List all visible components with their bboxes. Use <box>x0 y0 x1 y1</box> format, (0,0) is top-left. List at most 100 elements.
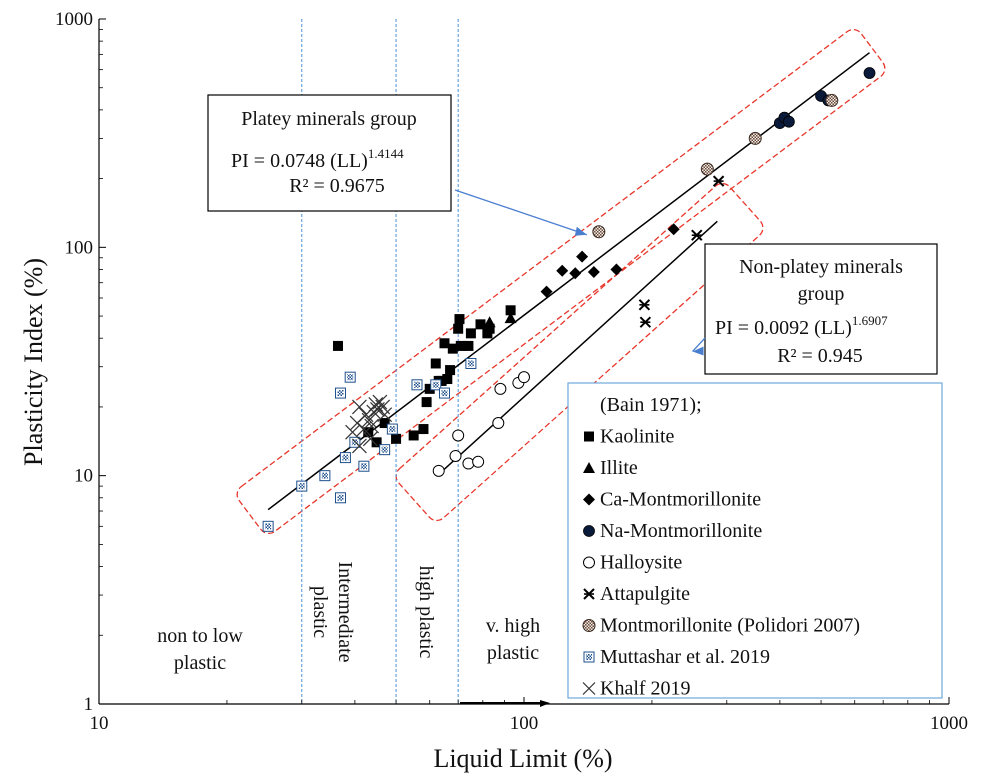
legend-marker-khalf-2019 <box>582 682 596 695</box>
point-khalf-2019 <box>356 421 372 437</box>
point-kaolinite <box>379 418 390 429</box>
y-tick-label: 100 <box>65 237 94 258</box>
legend-marker-halloysite <box>583 556 595 569</box>
legend-label-illite: Illite <box>600 457 638 479</box>
nonplatey-annotation-box <box>704 243 938 375</box>
point-kaolinite <box>332 340 343 351</box>
envelopes <box>236 28 886 535</box>
legend-marker-kaolinite <box>584 431 594 442</box>
point-ca-montmorillonite <box>556 264 569 277</box>
nonplatey-title-2: group <box>798 283 845 305</box>
point-halloysite <box>449 449 462 462</box>
legend-label-na-montmorillonite: Na-Montmorillonite <box>600 520 762 542</box>
point-muttashar-et-al-2019 <box>438 387 450 399</box>
point-illite <box>504 312 517 324</box>
point-kaolinite <box>436 375 447 386</box>
legend-label-bain-1971: (Bain 1971); <box>600 394 702 416</box>
y-tick-label: 10 <box>74 466 93 487</box>
point-muttashar-et-al-2019 <box>296 480 308 492</box>
point-muttashar-et-al-2019 <box>334 387 346 399</box>
point-kaolinite <box>421 397 432 408</box>
legend-label-kaolinite: Kaolinite <box>600 426 675 448</box>
point-khalf-2019 <box>352 438 367 454</box>
point-ca-montmorillonite <box>576 250 589 263</box>
point-kaolinite <box>439 338 450 349</box>
point-kaolinite <box>424 383 435 394</box>
platey-r2: R² = 0.9675 <box>289 175 385 197</box>
point-kaolinite <box>484 323 495 334</box>
point-halloysite <box>492 417 505 430</box>
legend-box <box>567 382 943 699</box>
point-attapulgite <box>639 316 652 328</box>
point-kaolinite <box>418 424 429 435</box>
point-kaolinite <box>453 323 464 334</box>
legend-marker-ca-montmorillonite <box>583 493 595 506</box>
point-montmorillonite-polidori-2007 <box>700 162 714 176</box>
nonplatey-envelope <box>395 182 764 522</box>
point-muttashar-et-al-2019 <box>379 444 391 456</box>
legend-marker-muttashar-et-al-2019 <box>583 651 595 663</box>
point-kaolinite <box>475 319 486 330</box>
region-label-intermediate-2: plastic <box>309 586 331 638</box>
point-muttashar-et-al-2019 <box>339 452 351 464</box>
platey-arrow <box>454 189 588 236</box>
point-halloysite <box>462 457 475 470</box>
nonplatey-equation-exponent: 1.6907 <box>852 313 888 328</box>
legend-marker-attapulgite <box>583 588 595 600</box>
point-khalf-2019 <box>352 399 367 415</box>
point-illite <box>483 316 496 328</box>
data-points <box>262 67 876 532</box>
point-attapulgite <box>691 229 703 241</box>
point-montmorillonite-polidori-2007 <box>592 225 606 239</box>
point-muttashar-et-al-2019 <box>358 460 370 472</box>
point-kaolinite <box>430 358 441 369</box>
platey-equation: PI = 0.0748 (LL)1.4144 <box>231 146 404 172</box>
annotations: Platey minerals group PI = 0.0748 (LL)1.4… <box>207 94 938 375</box>
platey-annotation-box <box>207 94 452 212</box>
y-axis-label: Plasticity Index (%) <box>19 258 48 466</box>
x-axis-label: Liquid Limit (%) <box>433 744 612 773</box>
point-khalf-2019 <box>361 412 377 428</box>
nonplatey-arrow <box>692 337 706 352</box>
point-montmorillonite-polidori-2007 <box>825 93 839 107</box>
point-muttashar-et-al-2019 <box>465 357 477 369</box>
point-montmorillonite-polidori-2007 <box>748 131 762 145</box>
legend-label-montmorillonite-polidori-2007: Montmorillonite (Polidori 2007) <box>600 615 860 637</box>
point-khalf-2019 <box>372 394 388 410</box>
region-label-non-low-2: plastic <box>174 652 226 674</box>
platey-arrowhead <box>574 226 587 236</box>
region-label-high-1: high plastic <box>415 566 437 659</box>
legend-marker-illite <box>583 462 595 473</box>
legend-label-halloysite: Halloysite <box>600 552 682 574</box>
region-dividers <box>301 19 459 704</box>
legend: (Bain 1971); Kaolinite Illite Ca-Montmorill… <box>567 382 943 700</box>
point-muttashar-et-al-2019 <box>386 423 398 435</box>
region-label-intermediate-1: Intermediate <box>334 561 356 662</box>
legend-marker-montmorillonite-polidori-2007 <box>582 619 596 632</box>
point-ca-montmorillonite <box>587 265 600 278</box>
point-kaolinite <box>463 340 474 351</box>
point-attapulgite <box>712 175 725 187</box>
legend-label-muttashar-et-al-2019: Muttashar et al. 2019 <box>600 646 770 668</box>
point-kaolinite <box>371 437 382 448</box>
region-label-vhigh-2: plastic <box>487 642 539 664</box>
x-axis-arrowhead <box>540 700 550 707</box>
point-ca-montmorillonite <box>540 285 553 298</box>
point-kaolinite <box>465 328 476 339</box>
platey-equation-exponent: 1.4144 <box>368 146 404 161</box>
point-muttashar-et-al-2019 <box>334 492 346 504</box>
point-halloysite <box>452 429 465 442</box>
point-muttashar-et-al-2019 <box>344 371 356 383</box>
point-muttashar-et-al-2019 <box>349 436 361 448</box>
point-kaolinite <box>442 374 453 385</box>
y-tick-label: 1000 <box>55 9 93 30</box>
point-na-montmorillonite <box>863 67 876 79</box>
point-kaolinite <box>445 365 456 376</box>
region-label-high: high plastic <box>415 566 437 659</box>
x-tick-label: 1000 <box>930 713 968 734</box>
point-kaolinite <box>363 427 374 438</box>
legend-label-attapulgite: Attapulgite <box>600 583 690 605</box>
